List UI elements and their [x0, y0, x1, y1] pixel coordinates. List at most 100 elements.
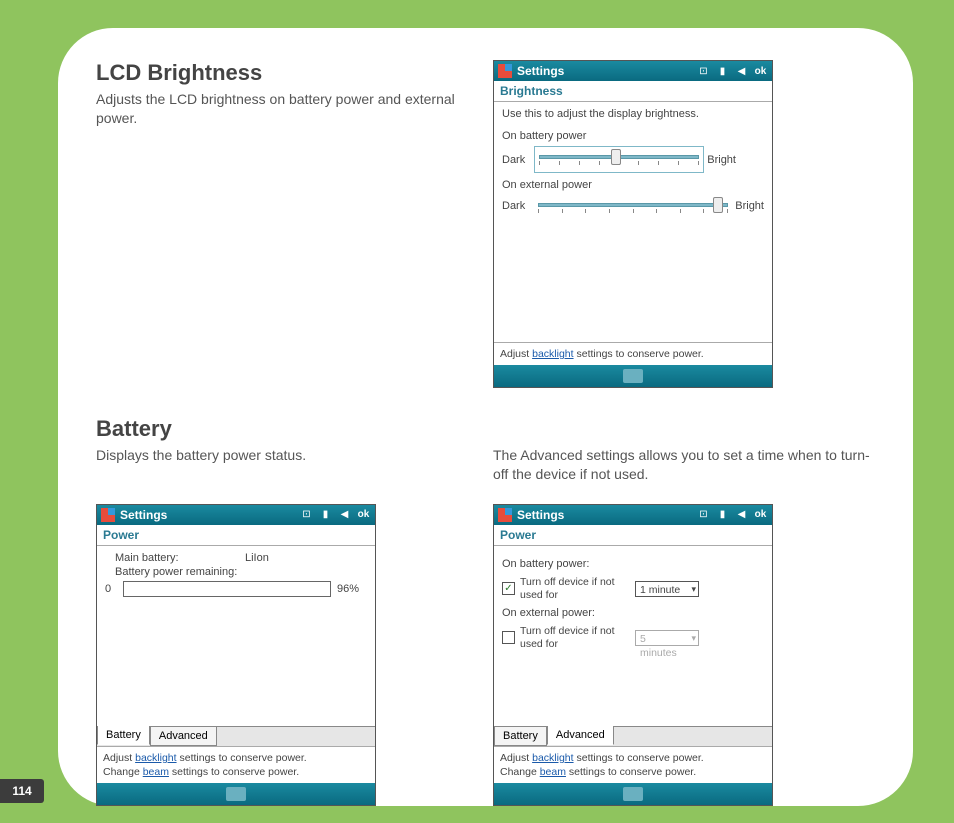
connectivity-icon[interactable]: ⊡: [299, 508, 314, 522]
batt-chk-text: Turn off device if not used for: [520, 576, 630, 601]
brightness-titlebar: Settings ⊡ ▮ ◀ ok: [494, 61, 772, 81]
power-adv-window: Settings ⊡ ▮ ◀ ok Power On battery power…: [493, 504, 773, 806]
power-adv-btmbar: [494, 783, 772, 805]
volume-icon[interactable]: ◀: [734, 64, 749, 78]
f2-pre: Change: [500, 766, 540, 778]
ext-slider-thumb[interactable]: [713, 197, 723, 213]
main-batt-label: Main battery:: [115, 552, 245, 564]
ok-button[interactable]: ok: [356, 508, 371, 522]
lcd-screenshot-col: Settings ⊡ ▮ ◀ ok Brightness Use this to…: [493, 60, 875, 388]
batt-slider-row: Dark Bright: [502, 146, 764, 173]
ext-dropdown: 5 minutes: [635, 630, 699, 646]
signal-icon[interactable]: ▮: [318, 508, 333, 522]
brightness-footer: Adjust backlight settings to conserve po…: [494, 342, 772, 365]
battery-desc-row: Displays the battery power status. The A…: [96, 446, 875, 494]
volume-icon[interactable]: ◀: [337, 508, 352, 522]
f2-post: settings to conserve power.: [169, 766, 299, 778]
footer-post: settings to conserve power.: [574, 348, 704, 360]
footer-pre: Adjust: [500, 348, 532, 360]
tab-advanced[interactable]: Advanced: [547, 726, 614, 745]
tab-battery[interactable]: Battery: [494, 727, 547, 746]
batt-bar-row: 0 96%: [105, 581, 367, 597]
adv-ext-header: On external power:: [502, 607, 764, 619]
titlebar-icons: ⊡ ▮ ◀ ok: [696, 508, 768, 522]
bright-label: Bright: [704, 154, 736, 166]
tab-advanced[interactable]: Advanced: [150, 727, 217, 746]
f1-pre: Adjust: [103, 752, 135, 764]
volume-icon[interactable]: ◀: [734, 508, 749, 522]
keyboard-icon[interactable]: [226, 787, 246, 801]
lcd-text-col: LCD Brightness Adjusts the LCD brightnes…: [96, 60, 478, 388]
ext-power-label: On external power: [502, 179, 764, 191]
f1-post: settings to conserve power.: [177, 752, 307, 764]
zero-label: 0: [105, 583, 117, 595]
power-adv-subtitle: Power: [494, 525, 772, 546]
f2-post: settings to conserve power.: [566, 766, 696, 778]
batt-power-label: On battery power: [502, 130, 764, 142]
tab-battery[interactable]: Battery: [97, 726, 150, 745]
brightness-btmbar: [494, 365, 772, 387]
battery-desc-left: Displays the battery power status.: [96, 446, 478, 465]
page-number: 114: [0, 779, 44, 803]
adv-ext-row: Turn off device if not used for 5 minute…: [502, 625, 764, 650]
power-adv-body: On battery power: ✓ Turn off device if n…: [494, 546, 772, 726]
keyboard-icon[interactable]: [623, 787, 643, 801]
ok-button[interactable]: ok: [753, 64, 768, 78]
bright-label-2: Bright: [732, 200, 764, 212]
titlebar-icons: ⊡ ▮ ◀ ok: [299, 508, 371, 522]
main-batt-val: LiIon: [245, 552, 269, 564]
connectivity-icon[interactable]: ⊡: [696, 508, 711, 522]
power-basic-subtitle: Power: [97, 525, 375, 546]
batt-slider-thumb[interactable]: [611, 149, 621, 165]
ok-button[interactable]: ok: [753, 508, 768, 522]
dark-label: Dark: [502, 154, 534, 166]
beam-link[interactable]: beam: [540, 766, 566, 778]
batt-slider-pill: [534, 146, 704, 173]
f1-post: settings to conserve power.: [574, 752, 704, 764]
batt-checkbox[interactable]: ✓: [502, 582, 515, 595]
ext-slider-row: Dark Bright: [502, 195, 764, 217]
power-basic-btmbar: [97, 783, 375, 805]
ext-chk-text: Turn off device if not used for: [520, 625, 630, 650]
brightness-instr: Use this to adjust the display brightnes…: [502, 108, 764, 120]
power-basic-body: Main battery: LiIon Battery power remain…: [97, 546, 375, 726]
batt-dropdown[interactable]: 1 minute: [635, 581, 699, 597]
power-basic-footer: Adjust backlight settings to conserve po…: [97, 746, 375, 783]
batt-slider[interactable]: [539, 147, 699, 169]
adv-batt-header: On battery power:: [502, 558, 764, 570]
lcd-desc: Adjusts the LCD brightness on battery po…: [96, 90, 478, 128]
ext-slider[interactable]: [538, 195, 728, 217]
start-icon[interactable]: [101, 508, 115, 522]
power-basic-window: Settings ⊡ ▮ ◀ ok Power Main battery: Li…: [96, 504, 376, 806]
power-basic-tabs: Battery Advanced: [97, 726, 375, 746]
start-icon[interactable]: [498, 64, 512, 78]
batt-pct: 96%: [337, 583, 367, 595]
power-basic-titlebar: Settings ⊡ ▮ ◀ ok: [97, 505, 375, 525]
power-adv-title: Settings: [517, 508, 696, 522]
brightness-window: Settings ⊡ ▮ ◀ ok Brightness Use this to…: [493, 60, 773, 388]
f2-pre: Change: [103, 766, 143, 778]
backlight-link[interactable]: backlight: [532, 348, 573, 360]
page-card: LCD Brightness Adjusts the LCD brightnes…: [58, 28, 913, 806]
start-icon[interactable]: [498, 508, 512, 522]
f1-pre: Adjust: [500, 752, 532, 764]
battery-section: Battery Displays the battery power statu…: [96, 416, 875, 806]
backlight-link[interactable]: backlight: [135, 752, 176, 764]
ext-checkbox[interactable]: [502, 631, 515, 644]
battery-screens-row: Settings ⊡ ▮ ◀ ok Power Main battery: Li…: [96, 504, 875, 806]
brightness-body: Use this to adjust the display brightnes…: [494, 102, 772, 342]
battery-title: Battery: [96, 416, 875, 442]
power-adv-footer: Adjust backlight settings to conserve po…: [494, 746, 772, 783]
keyboard-icon[interactable]: [623, 369, 643, 383]
beam-link[interactable]: beam: [143, 766, 169, 778]
brightness-subtitle: Brightness: [494, 81, 772, 102]
connectivity-icon[interactable]: ⊡: [696, 64, 711, 78]
signal-icon[interactable]: ▮: [715, 64, 730, 78]
batt-bar: [123, 581, 331, 597]
signal-icon[interactable]: ▮: [715, 508, 730, 522]
power-basic-title: Settings: [120, 508, 299, 522]
adv-batt-row: ✓ Turn off device if not used for 1 minu…: [502, 576, 764, 601]
dark-label-2: Dark: [502, 200, 534, 212]
backlight-link[interactable]: backlight: [532, 752, 573, 764]
titlebar-icons: ⊡ ▮ ◀ ok: [696, 64, 768, 78]
